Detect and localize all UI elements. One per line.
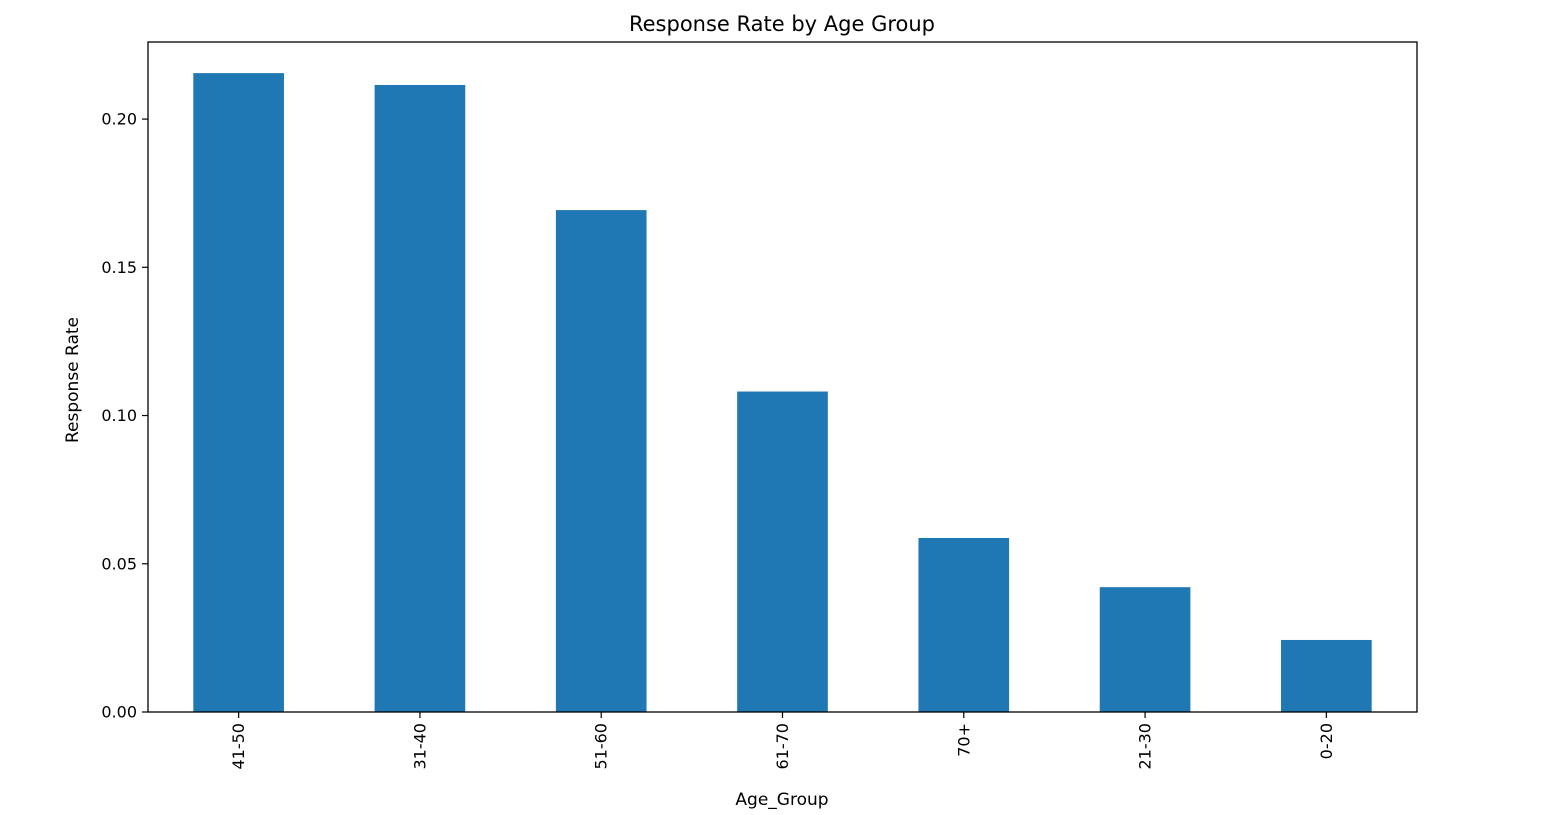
- x-tick-label: 31-40: [410, 723, 429, 770]
- bar-41-50: [193, 73, 284, 713]
- x-axis-label: Age_Group: [735, 790, 828, 810]
- y-axis-label: Response Rate: [63, 317, 83, 443]
- x-axis: 41-50 31-40 51-60 61-70 70+ 21-30 0-20: [229, 712, 1336, 770]
- y-tick-label: 0.15: [101, 258, 137, 277]
- y-axis: 0.00 0.05 0.10 0.15 0.20: [101, 110, 148, 722]
- x-tick-label: 41-50: [229, 723, 248, 770]
- bar-70+: [918, 537, 1010, 712]
- y-tick-label: 0.05: [101, 554, 137, 573]
- bar-21-30: [1099, 587, 1191, 712]
- y-tick-label: 0.00: [101, 703, 137, 722]
- y-tick-label: 0.10: [101, 406, 137, 425]
- x-tick-label: 51-60: [592, 723, 611, 770]
- bar-61-70: [737, 391, 828, 712]
- chart-title: Response Rate by Age Group: [629, 12, 935, 36]
- plot-area: [193, 73, 1372, 713]
- x-tick-label: 70+: [954, 723, 973, 757]
- x-tick-label: 61-70: [773, 723, 792, 770]
- y-tick-label: 0.20: [101, 110, 137, 129]
- x-tick-label: 21-30: [1136, 723, 1155, 770]
- bar-31-40: [374, 84, 466, 713]
- bar-0-20: [1281, 639, 1372, 712]
- bar-51-60: [555, 210, 647, 712]
- x-tick-label: 0-20: [1317, 723, 1336, 759]
